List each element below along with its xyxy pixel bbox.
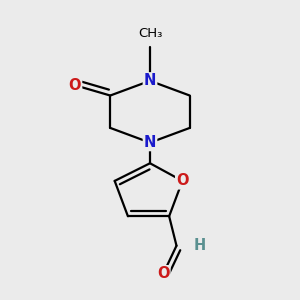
Text: O: O [157, 266, 169, 281]
Text: O: O [176, 173, 189, 188]
Text: H: H [194, 238, 206, 253]
Text: O: O [69, 78, 81, 93]
Text: N: N [144, 73, 156, 88]
Text: CH₃: CH₃ [138, 27, 162, 40]
Text: N: N [144, 135, 156, 150]
